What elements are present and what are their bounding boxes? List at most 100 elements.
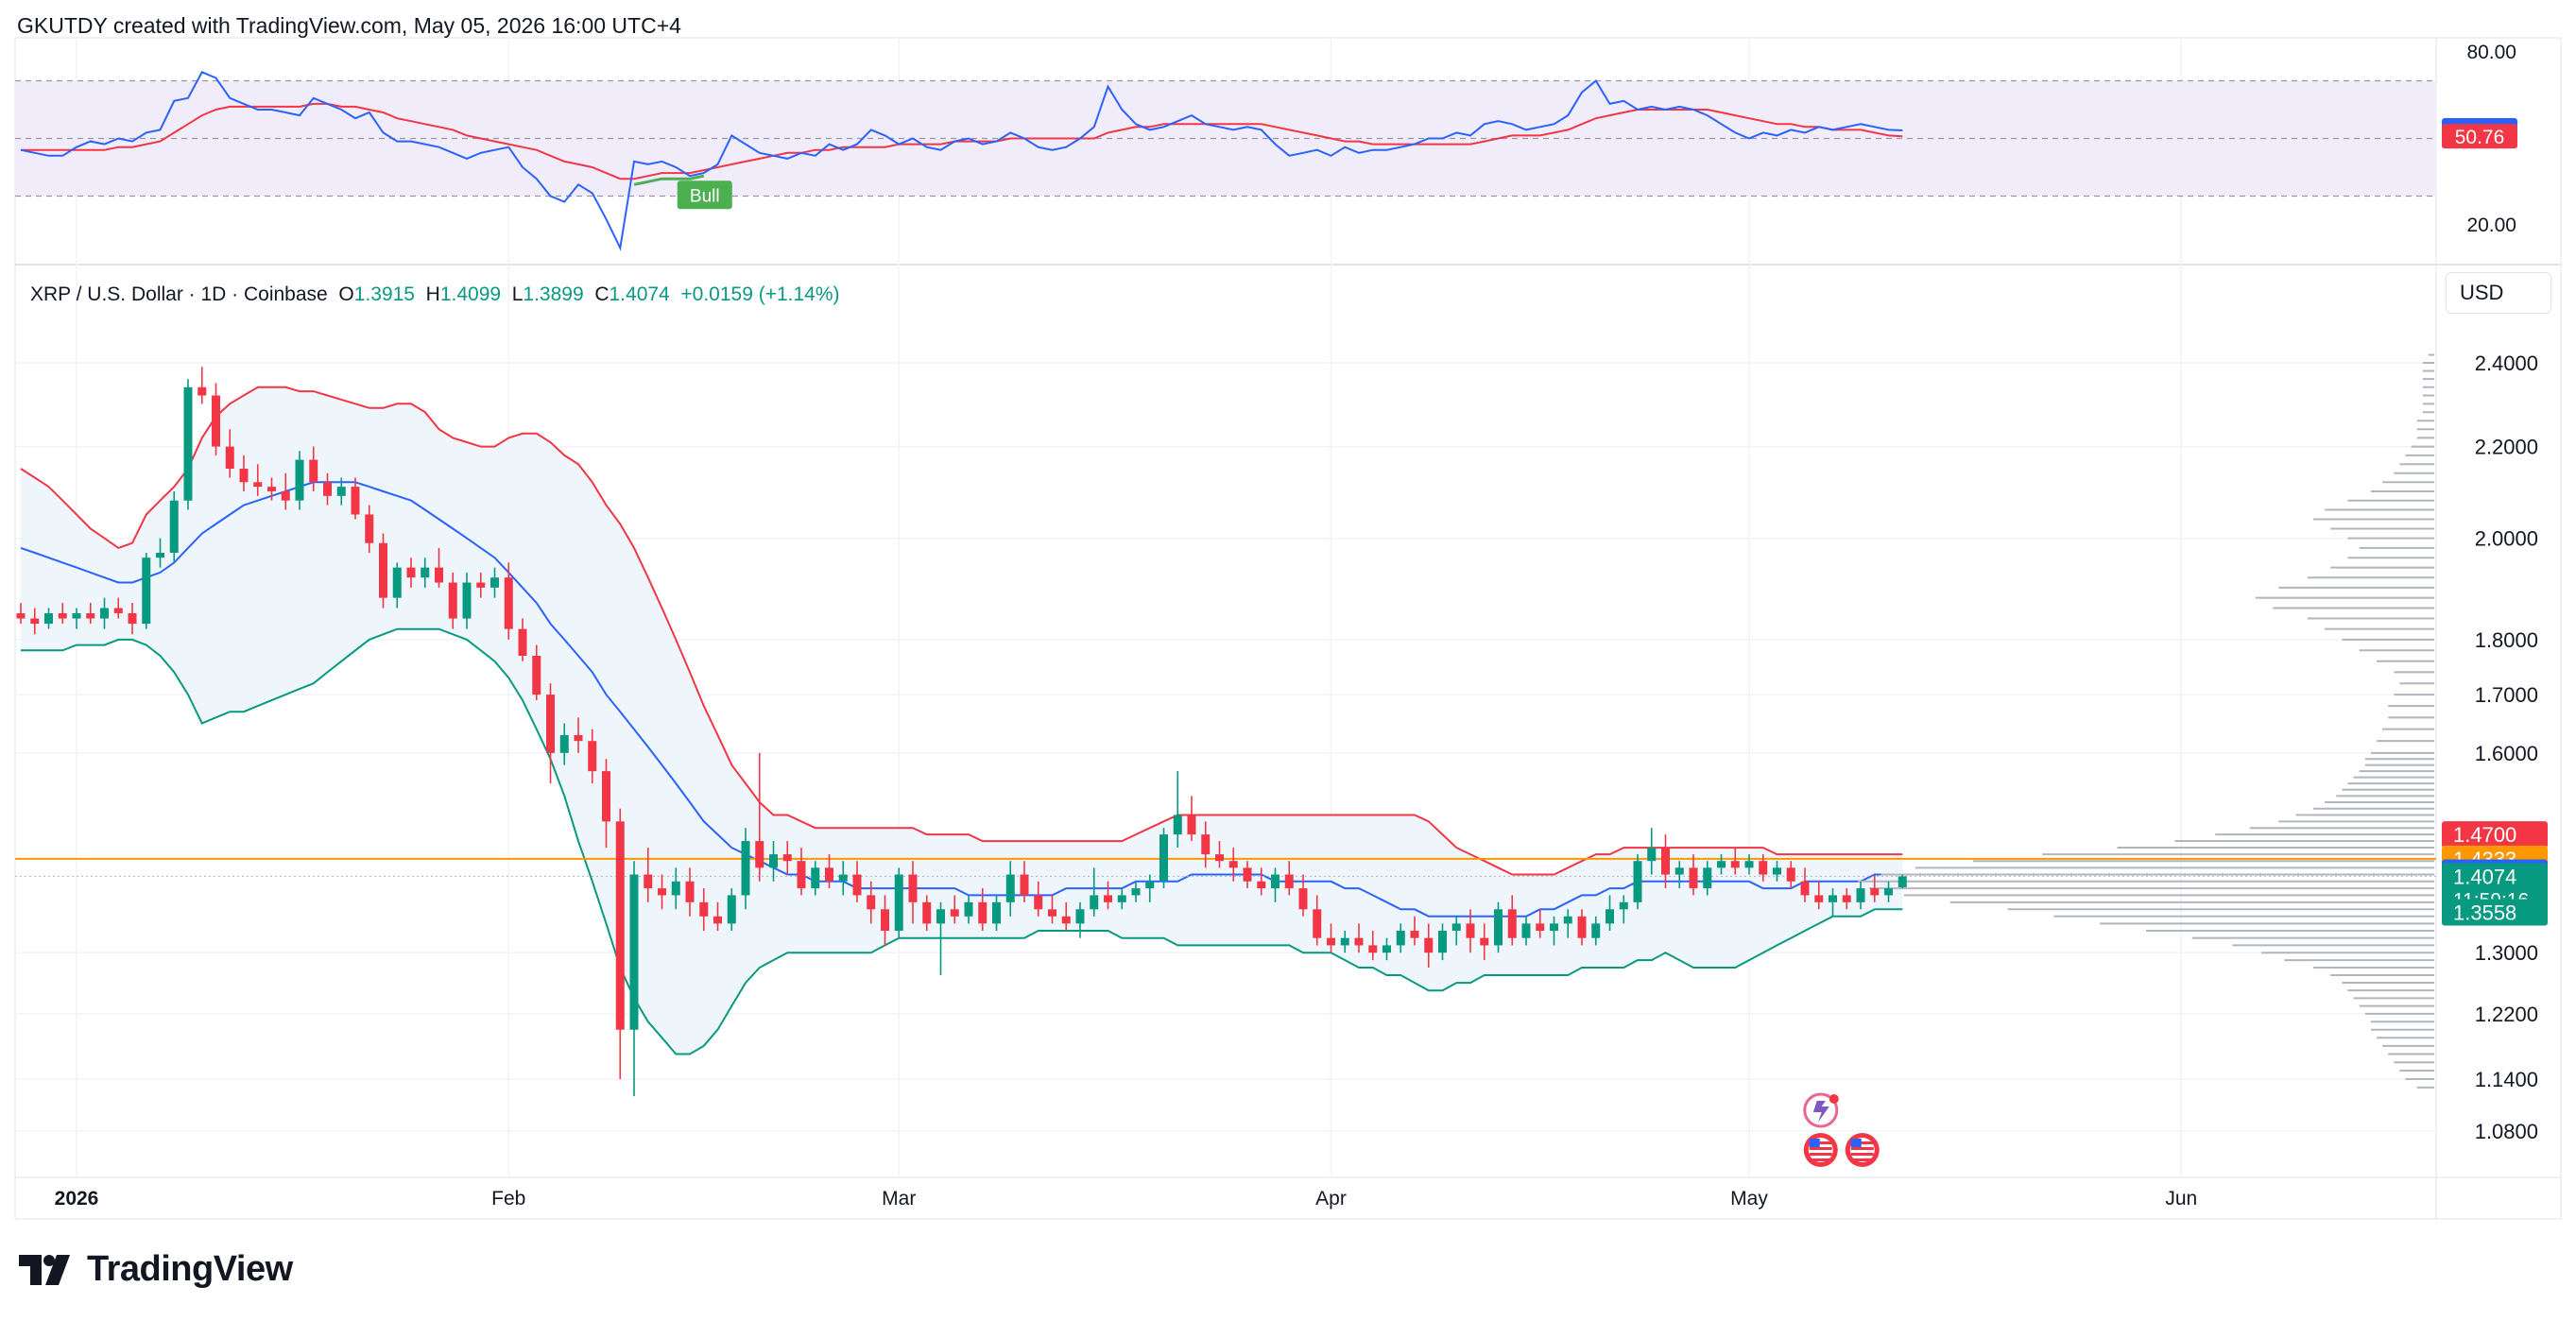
- close-label: C: [594, 283, 610, 305]
- close-value: 1.4074: [609, 283, 670, 305]
- candle-body: [1410, 931, 1419, 938]
- time-tick-label: 2026: [55, 1188, 99, 1209]
- candle-body: [1173, 815, 1182, 835]
- candle-body: [462, 582, 472, 619]
- symbol-legend: XRP / U.S. Dollar · 1D · Coinbase O1.391…: [30, 283, 840, 306]
- candle-body: [1661, 848, 1670, 875]
- candle-body: [1271, 874, 1279, 889]
- price-tick-label: 2.2000: [2475, 436, 2538, 459]
- price-tag-text: 1.4074: [2453, 865, 2516, 888]
- candle-body: [1717, 861, 1726, 868]
- candle-body: [964, 901, 973, 917]
- candle-body: [295, 459, 304, 501]
- candle-body: [852, 874, 862, 896]
- bull-label-box: [677, 180, 732, 210]
- flag-stripe: [1850, 1153, 1874, 1156]
- candle-body: [1243, 867, 1252, 882]
- candle-body: [699, 901, 709, 917]
- candle-body: [1313, 909, 1322, 938]
- candle-body: [267, 487, 276, 491]
- candle-body: [1298, 888, 1308, 910]
- candle-body: [629, 874, 639, 1030]
- candle-body: [894, 874, 903, 932]
- candle-body: [574, 734, 583, 742]
- bollinger-basis: [20, 481, 1903, 918]
- candle-body: [183, 386, 193, 501]
- candle-body: [588, 741, 597, 772]
- candle-body: [1005, 874, 1015, 902]
- candle-body: [476, 582, 486, 588]
- event-icons: [1803, 1092, 1880, 1167]
- candle-body: [644, 874, 653, 889]
- candle-body: [1117, 895, 1126, 902]
- candle-body: [1228, 861, 1238, 868]
- high-value: 1.4099: [439, 283, 502, 305]
- candle-body: [253, 482, 263, 488]
- time-tick-label: Feb: [491, 1188, 525, 1209]
- time-tick-label: Apr: [1315, 1188, 1347, 1209]
- candle-body: [1159, 834, 1168, 882]
- high-label: H: [425, 283, 440, 305]
- candle-body: [1201, 834, 1211, 855]
- open-value: 1.3915: [353, 283, 415, 305]
- flag-stripe: [1809, 1147, 1832, 1150]
- candle-body: [1131, 888, 1141, 896]
- candle-body: [1034, 895, 1043, 910]
- symbol-name: XRP / U.S. Dollar · 1D · Coinbase: [30, 283, 328, 305]
- price-tick-label: 1.1400: [2475, 1068, 2538, 1091]
- price-tick-label: 1.6000: [2475, 742, 2538, 765]
- notification-dot-icon: [1829, 1094, 1839, 1104]
- candle-body: [1744, 861, 1754, 868]
- candle-body: [435, 567, 443, 583]
- tradingview-logo-icon: [19, 1254, 70, 1285]
- candle-body: [1020, 874, 1029, 896]
- candle-body: [392, 567, 402, 598]
- attribution-text: GKUTDY created with TradingView.com, May…: [17, 13, 681, 38]
- candle-body: [1730, 861, 1740, 868]
- candle-body: [1187, 815, 1196, 835]
- candle-body: [351, 487, 360, 515]
- candle-body: [602, 771, 610, 822]
- bull-divergence-line: [633, 174, 705, 186]
- bollinger-bands: [15, 386, 2436, 1055]
- candle-body: [1647, 848, 1657, 862]
- candle-body: [142, 558, 151, 625]
- candle-body: [1215, 854, 1224, 862]
- chart-frame: [14, 37, 2562, 1220]
- tradingview-logo[interactable]: TradingView: [19, 1249, 293, 1290]
- candle-body: [1619, 901, 1628, 910]
- candle-body: [1048, 909, 1056, 917]
- candle-body: [100, 608, 109, 619]
- brand-name: TradingView: [87, 1249, 293, 1289]
- candle-body: [1606, 909, 1614, 924]
- candle-body: [448, 582, 457, 619]
- price-tick-label: 2.4000: [2475, 352, 2538, 375]
- candle-body: [72, 613, 81, 619]
- price-tag: [2442, 821, 2548, 849]
- candle-body: [950, 909, 959, 917]
- candle-body: [1507, 909, 1517, 938]
- axes: 80.0020.0052.7850.762.40002.20002.00001.…: [55, 42, 2548, 1209]
- flag-stripe: [1850, 1141, 1874, 1144]
- candle-body: [1563, 916, 1572, 924]
- flag-canton: [1850, 1139, 1862, 1147]
- candle-body: [336, 487, 346, 496]
- candle-body: [658, 888, 666, 896]
- candle-body: [58, 613, 67, 619]
- candle-body: [1856, 888, 1865, 902]
- candle-body: [197, 386, 207, 396]
- low-label: L: [511, 283, 524, 305]
- candle-body: [1842, 895, 1851, 902]
- candle-body: [1284, 874, 1294, 889]
- currency-button[interactable]: USD: [2446, 272, 2551, 314]
- candle-body: [1327, 937, 1335, 946]
- candle-body: [1257, 881, 1266, 889]
- candle-body: [365, 514, 374, 543]
- candle-body: [239, 468, 249, 483]
- candle-body: [1382, 945, 1391, 953]
- candle-body: [1480, 937, 1489, 946]
- candle-body: [908, 874, 918, 902]
- candle-body: [1550, 923, 1558, 932]
- low-value: 1.3899: [523, 283, 584, 305]
